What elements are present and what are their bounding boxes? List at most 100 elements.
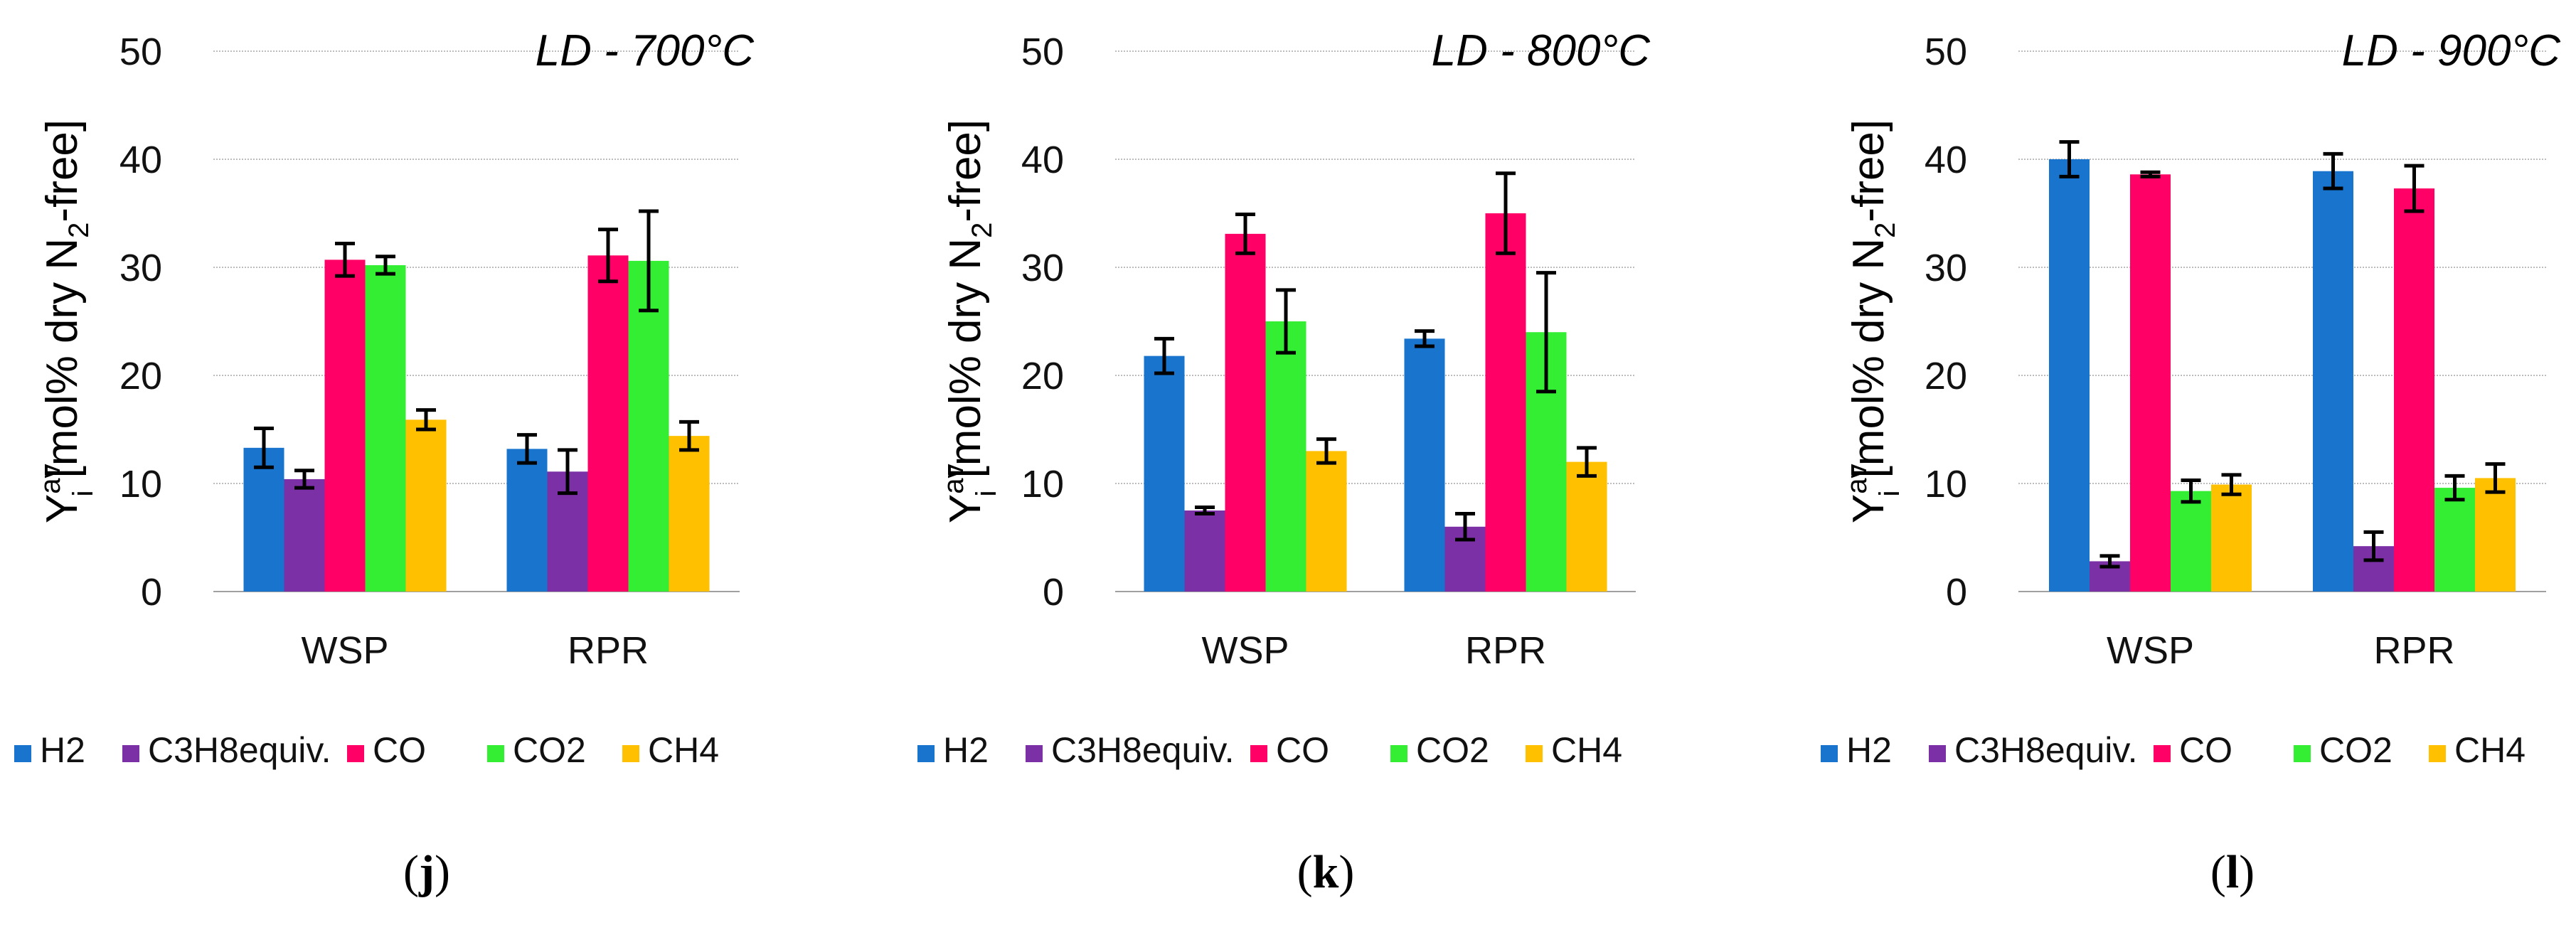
y-label-sup: av — [938, 464, 969, 494]
legend-swatch — [347, 745, 364, 762]
bar-c3h8equiv-wsp — [1184, 510, 1225, 592]
legend-entry: C3H8equiv. — [1954, 730, 2138, 770]
y-label-sup: av — [35, 464, 66, 494]
bar-c3h8equiv-wsp — [284, 478, 325, 592]
bar-ch4-wsp — [1306, 451, 1347, 592]
bar-co-rpr — [587, 255, 629, 592]
legend-swatch — [917, 745, 935, 762]
y-label-sub: i — [971, 491, 1002, 497]
y-label-end: -free] — [38, 119, 87, 223]
legend-entry: C3H8equiv. — [1051, 730, 1235, 770]
panel-label-close: ) — [2239, 846, 2255, 898]
legend-swatch — [2294, 745, 2311, 762]
bar-co-wsp — [2130, 174, 2171, 592]
legend-entry: CO — [2179, 730, 2232, 770]
chart-panel-k: 0 10 20 30 40 50 LD - 800°C Yavi [mol% dry N2-f… — [917, 26, 1651, 898]
y-label-main: Y — [1844, 494, 1893, 523]
panel-label-letter: j — [418, 846, 435, 898]
legend-swatch — [1026, 745, 1043, 762]
bar-h2-rpr — [1404, 338, 1445, 592]
bar-co-wsp — [324, 260, 366, 592]
y-label-end: -free] — [941, 119, 990, 223]
y-tick-label: 30 — [1021, 247, 1064, 289]
legend-swatch — [1250, 745, 1267, 762]
bar-ch4-wsp — [405, 419, 447, 592]
bar-h2-rpr — [2313, 171, 2353, 592]
legend-entry: CO — [1276, 730, 1329, 770]
panel-label-letter: l — [2226, 846, 2239, 898]
bar-h2-wsp — [243, 447, 284, 592]
legend-entry: CH4 — [1551, 730, 1622, 770]
panel-label-open: ( — [403, 846, 419, 898]
y-tick-label: 40 — [119, 139, 162, 181]
legend-entry: H2 — [943, 730, 989, 770]
chart-panel-j: 0 10 20 30 40 50 LD - 700°C Yavi [mol% dry N2-f… — [14, 26, 755, 898]
panel-label-open: ( — [1297, 846, 1313, 898]
bar-co-rpr — [1485, 213, 1526, 592]
y-tick-label: 10 — [1925, 463, 1967, 506]
y-tick-label: 0 — [1946, 571, 1967, 614]
chart-title: LD - 800°C — [1432, 26, 1651, 75]
y-axis-label: Yavi [mol% dry N2-free] — [35, 119, 99, 523]
bar-h2-rpr — [506, 449, 548, 592]
legend-swatch — [2154, 745, 2171, 762]
y-label-main: Y — [38, 494, 87, 523]
bar-h2-wsp — [2049, 159, 2090, 592]
bar-co2-wsp — [365, 264, 406, 592]
legend-entry: CO2 — [513, 730, 586, 770]
legend-entry: C3H8equiv. — [148, 730, 331, 770]
bar-ch4-rpr — [1566, 461, 1607, 592]
chart-title: LD - 700°C — [536, 26, 755, 75]
y-tick-label: 50 — [1021, 31, 1064, 73]
legend-swatch — [122, 745, 139, 762]
y-tick-label: 50 — [1925, 31, 1967, 73]
y-label-sub2: 2 — [1870, 223, 1901, 238]
bar-co2-rpr — [2434, 488, 2475, 592]
x-category-label: WSP — [301, 629, 388, 672]
panel-label-letter: k — [1313, 846, 1339, 898]
bar-ch4-rpr — [669, 436, 710, 592]
bar-co-rpr — [2394, 188, 2434, 592]
panel-label-close: ) — [435, 846, 450, 898]
y-tick-label: 10 — [119, 463, 162, 506]
legend-swatch — [1929, 745, 1946, 762]
y-tick-label: 20 — [1021, 355, 1064, 397]
y-tick-label: 10 — [1021, 463, 1064, 506]
bar-co2-wsp — [1265, 321, 1306, 592]
y-label-sub2: 2 — [63, 223, 95, 238]
x-category-label: WSP — [1201, 629, 1289, 672]
bar-co2-wsp — [2171, 491, 2211, 592]
bar-ch4-rpr — [2475, 478, 2516, 592]
y-label-sub: i — [1874, 491, 1905, 497]
y-axis-label: Yavi [mol% dry N2-free] — [938, 119, 1002, 523]
legend-swatch — [622, 745, 639, 762]
y-label-sub: i — [68, 491, 99, 497]
x-category-label: WSP — [2107, 629, 2194, 672]
panel-label: (j) — [403, 846, 450, 898]
legend-entry: CO — [373, 730, 426, 770]
legend-entry: CO2 — [1416, 730, 1489, 770]
legend-entry: H2 — [40, 730, 85, 770]
panel-label: (k) — [1297, 846, 1355, 898]
y-tick-label: 0 — [1043, 571, 1064, 614]
y-label-sup: av — [1841, 464, 1873, 494]
y-label-rest: [mol% dry N — [941, 238, 990, 491]
y-label-rest: [mol% dry N — [1844, 238, 1893, 491]
bar-h2-wsp — [1144, 355, 1185, 592]
y-tick-label: 0 — [141, 571, 162, 614]
panel-label-open: ( — [2210, 846, 2226, 898]
y-tick-label: 30 — [119, 247, 162, 289]
legend-entry: CO2 — [2319, 730, 2393, 770]
y-tick-label: 30 — [1925, 247, 1967, 289]
y-label-main: Y — [941, 494, 990, 523]
legend-swatch — [1821, 745, 1838, 762]
y-tick-label: 40 — [1925, 139, 1967, 181]
x-category-label: RPR — [2373, 629, 2454, 672]
chart-panel-l: 0 10 20 30 40 50 LD - 900°C Yavi [mol% dry N2-f… — [1821, 26, 2561, 898]
x-category-label: RPR — [1465, 629, 1546, 672]
y-tick-label: 40 — [1021, 139, 1064, 181]
legend-swatch — [2429, 745, 2446, 762]
bar-ch4-wsp — [2211, 484, 2252, 592]
y-label-sub2: 2 — [967, 223, 998, 238]
